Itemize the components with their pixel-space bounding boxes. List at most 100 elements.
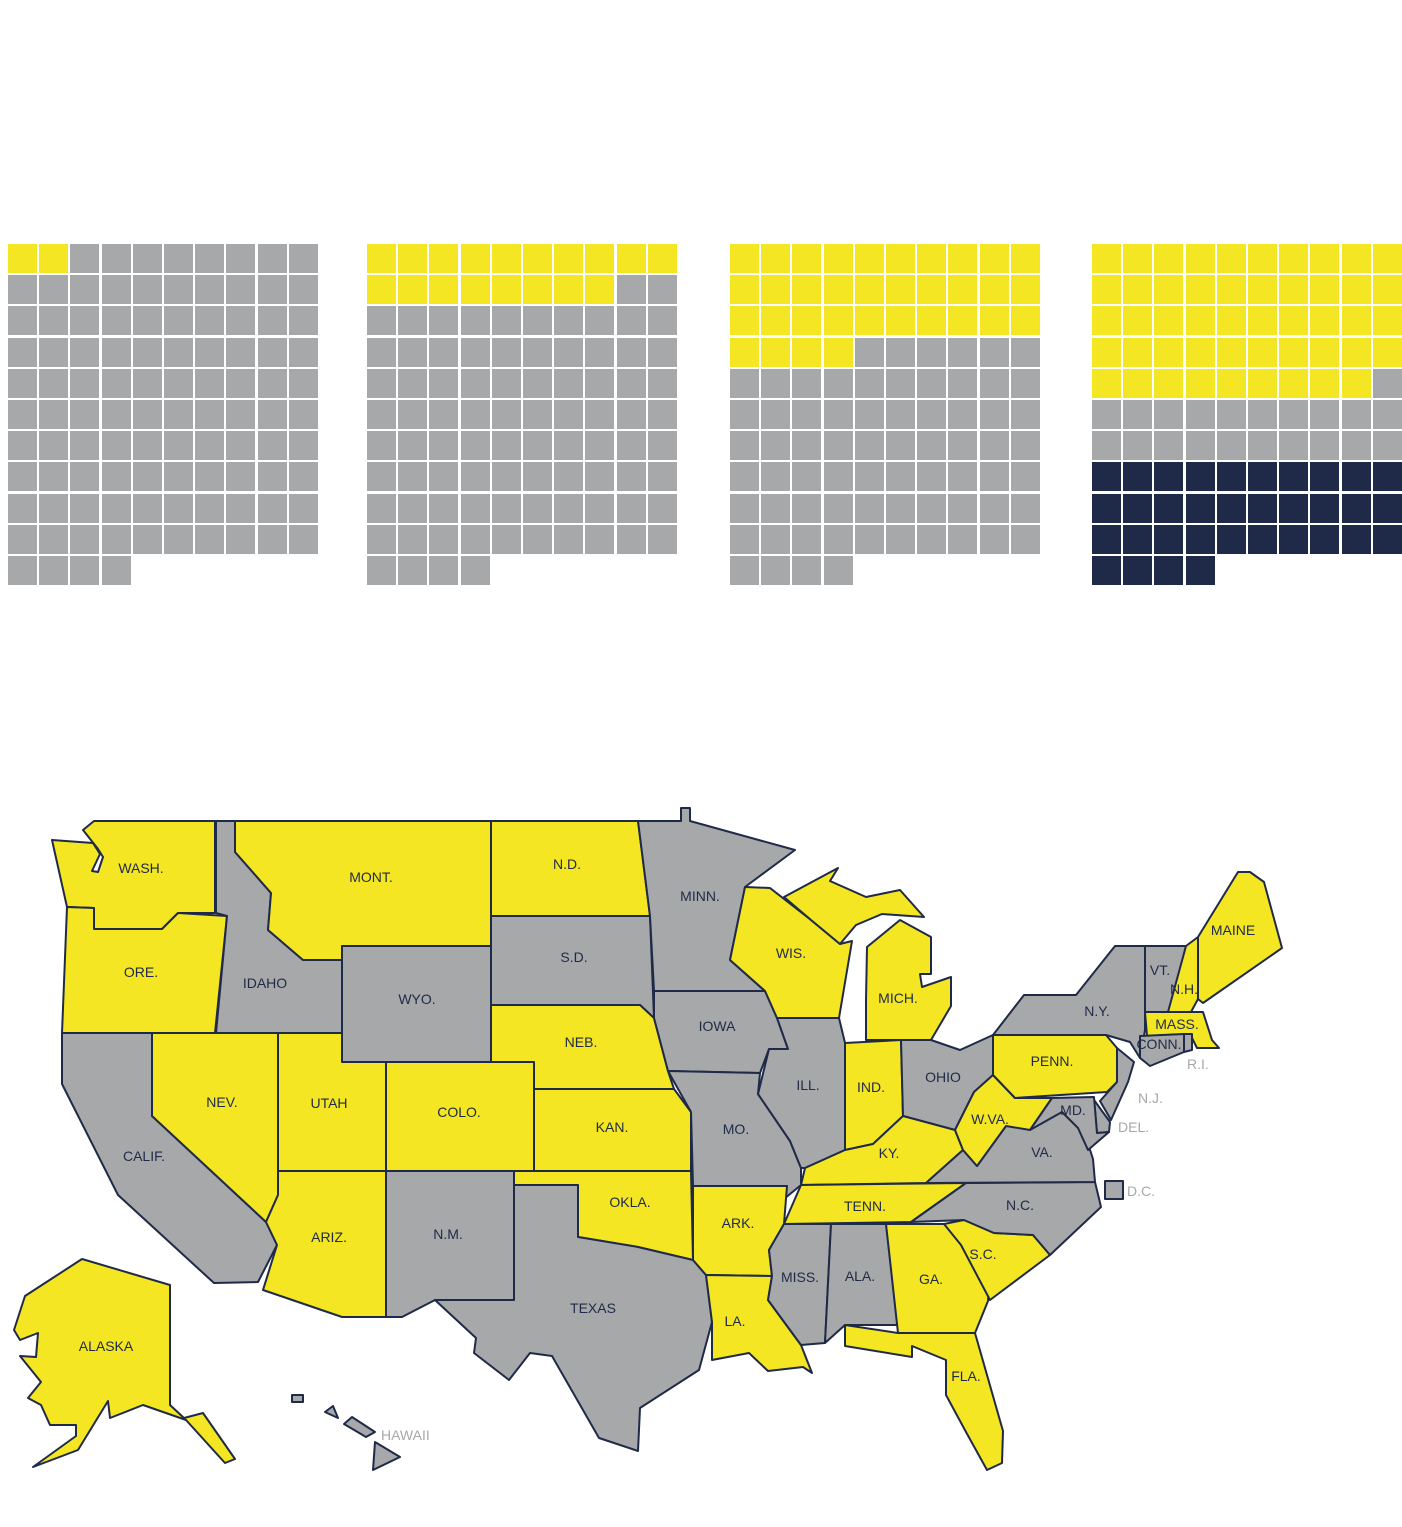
waffle-cell-gray: [616, 368, 646, 398]
waffle-cell-gray: [8, 524, 37, 554]
waffle-cell-gray: [491, 306, 521, 336]
waffle-chart-3: [730, 244, 1041, 587]
waffle-cell-gray: [979, 368, 1009, 398]
waffle-cell-yellow: [1279, 337, 1309, 367]
waffle-cell-yellow: [1279, 275, 1309, 305]
waffle-cell-gray: [491, 524, 521, 554]
state-label-dc: D.C.: [1127, 1183, 1155, 1199]
waffle-cell-gray: [398, 556, 428, 585]
state-shape-md: [1029, 1096, 1110, 1151]
waffle-cell-gray: [164, 368, 193, 398]
waffle-cell-gray: [257, 431, 287, 461]
waffle-cell-yellow: [460, 244, 490, 273]
state-shape-hawaii-1: [291, 1394, 304, 1403]
waffle-cell-yellow: [1216, 275, 1246, 305]
waffle-cell-yellow: [1279, 244, 1309, 273]
waffle-cell-gray: [164, 493, 193, 523]
waffle-cell-navy: [1310, 493, 1340, 523]
waffle-cell-gray: [195, 493, 225, 523]
waffle-cell-gray: [398, 462, 428, 492]
waffle-cell-gray: [367, 368, 396, 398]
waffle-cell-gray: [523, 368, 552, 398]
waffle-cell-navy: [1123, 462, 1153, 492]
waffle-cell-gray: [948, 431, 978, 461]
waffle-cell-gray: [917, 400, 947, 429]
waffle-cell-gray: [257, 337, 287, 367]
waffle-cell-yellow: [823, 244, 853, 273]
waffle-cell-gray: [948, 524, 978, 554]
state-label-calif: CALIF.: [123, 1148, 165, 1164]
state-label-idaho: IDAHO: [243, 975, 287, 991]
waffle-chart-1: [8, 244, 319, 587]
waffle-cell-gray: [39, 275, 69, 305]
waffle-cell-gray: [1279, 431, 1309, 461]
waffle-cell-yellow: [398, 244, 428, 273]
waffle-cell-gray: [616, 462, 646, 492]
state-label-miss: MISS.: [781, 1269, 819, 1285]
waffle-cell-gray: [39, 337, 69, 367]
waffle-cell-gray: [554, 462, 584, 492]
waffle-cell-gray: [823, 556, 853, 585]
waffle-cell-gray: [39, 400, 69, 429]
waffle-cell-gray: [8, 462, 37, 492]
waffle-cell-gray: [886, 431, 915, 461]
waffle-cell-gray: [1010, 368, 1040, 398]
waffle-cell-yellow: [1341, 337, 1371, 367]
waffle-cell-gray: [367, 431, 396, 461]
waffle-cell-gray: [226, 462, 256, 492]
waffle-cell-navy: [1185, 556, 1215, 585]
state-label-wyo: WYO.: [398, 991, 435, 1007]
state-label-kan: KAN.: [596, 1119, 629, 1135]
waffle-cell-yellow: [730, 337, 759, 367]
waffle-cell-gray: [8, 337, 37, 367]
waffle-cell-yellow: [1372, 244, 1402, 273]
state-shape-hawaii-3: [343, 1416, 376, 1438]
waffle-cell-gray: [101, 244, 131, 273]
waffle-cell-gray: [854, 431, 884, 461]
waffle-cell-gray: [616, 337, 646, 367]
waffle-cell-gray: [647, 431, 677, 461]
waffle-cell-gray: [730, 493, 759, 523]
waffle-cell-navy: [1092, 493, 1121, 523]
waffle-cell-gray: [761, 524, 791, 554]
waffle-cell-gray: [132, 337, 162, 367]
waffle-cell-yellow: [761, 337, 791, 367]
waffle-cell-yellow: [823, 337, 853, 367]
waffle-cell-gray: [195, 400, 225, 429]
waffle-cell-gray: [616, 306, 646, 336]
waffle-cell-yellow: [1310, 337, 1340, 367]
state-shape-fla: [844, 1324, 1004, 1471]
waffle-cell-gray: [101, 524, 131, 554]
waffle-cell-gray: [70, 306, 100, 336]
waffle-cell-navy: [1154, 493, 1184, 523]
waffle-cell-gray: [288, 431, 318, 461]
waffle-cell-yellow: [8, 244, 37, 273]
waffle-cell-gray: [523, 493, 552, 523]
waffle-cell-yellow: [948, 306, 978, 336]
state-label-nd: N.D.: [553, 856, 581, 872]
waffle-cell-navy: [1092, 462, 1121, 492]
state-label-nev: NEV.: [206, 1094, 237, 1110]
waffle-cell-gray: [460, 493, 490, 523]
waffle-cell-yellow: [948, 244, 978, 273]
waffle-cell-navy: [1185, 493, 1215, 523]
waffle-cell-yellow: [1341, 306, 1371, 336]
waffle-cell-gray: [1010, 462, 1040, 492]
waffle-cell-gray: [226, 400, 256, 429]
waffle-cell-yellow: [1123, 368, 1153, 398]
waffle-cell-gray: [257, 524, 287, 554]
waffle-cell-yellow: [917, 244, 947, 273]
waffle-cell-gray: [460, 400, 490, 429]
waffle-cell-gray: [132, 524, 162, 554]
waffle-cell-navy: [1123, 493, 1153, 523]
waffle-cell-gray: [132, 431, 162, 461]
waffle-cell-gray: [195, 368, 225, 398]
waffle-cell-gray: [616, 400, 646, 429]
waffle-cell-yellow: [1123, 306, 1153, 336]
waffle-cell-gray: [70, 368, 100, 398]
state-label-fla: FLA.: [951, 1368, 981, 1384]
waffle-cell-yellow: [1185, 337, 1215, 367]
waffle-cell-gray: [491, 400, 521, 429]
waffle-cell-gray: [554, 431, 584, 461]
waffle-cell-gray: [792, 556, 822, 585]
